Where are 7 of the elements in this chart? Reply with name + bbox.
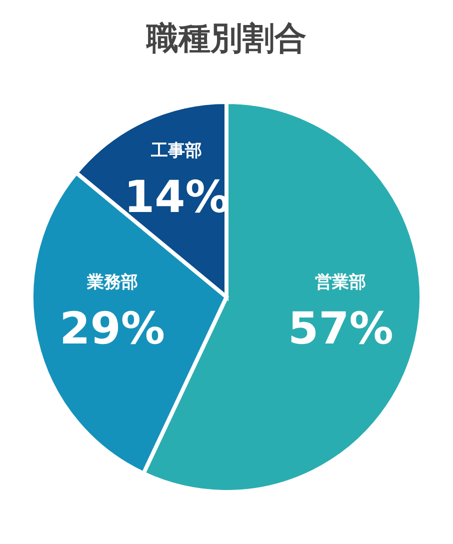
data-label: 29%: [60, 304, 165, 355]
data-label: 14%: [124, 172, 230, 224]
slice-label: 工事部: [150, 141, 202, 162]
slice-label: 業務部: [86, 272, 138, 293]
data-label: 57%: [288, 304, 394, 355]
slice-label: 営業部: [315, 272, 366, 293]
chart-title: 職種別割合: [146, 19, 306, 57]
